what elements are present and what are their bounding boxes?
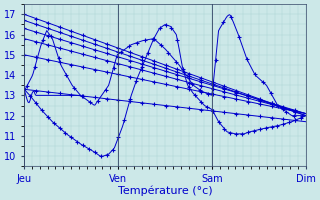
X-axis label: Température (°c): Température (°c) <box>118 185 212 196</box>
